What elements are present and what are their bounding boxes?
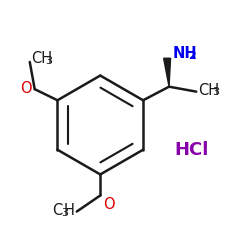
Text: CH: CH [31,52,52,66]
Polygon shape [164,58,170,87]
Text: 3: 3 [212,87,219,97]
Text: 3: 3 [62,208,69,218]
Text: C: C [52,203,62,218]
Text: CH: CH [198,83,219,98]
Text: O: O [20,81,32,96]
Text: H: H [64,203,75,218]
Text: HCl: HCl [174,141,209,159]
Text: 3: 3 [45,56,52,66]
Text: O: O [103,198,115,212]
Text: NH: NH [172,46,197,61]
Text: 2: 2 [188,51,196,61]
